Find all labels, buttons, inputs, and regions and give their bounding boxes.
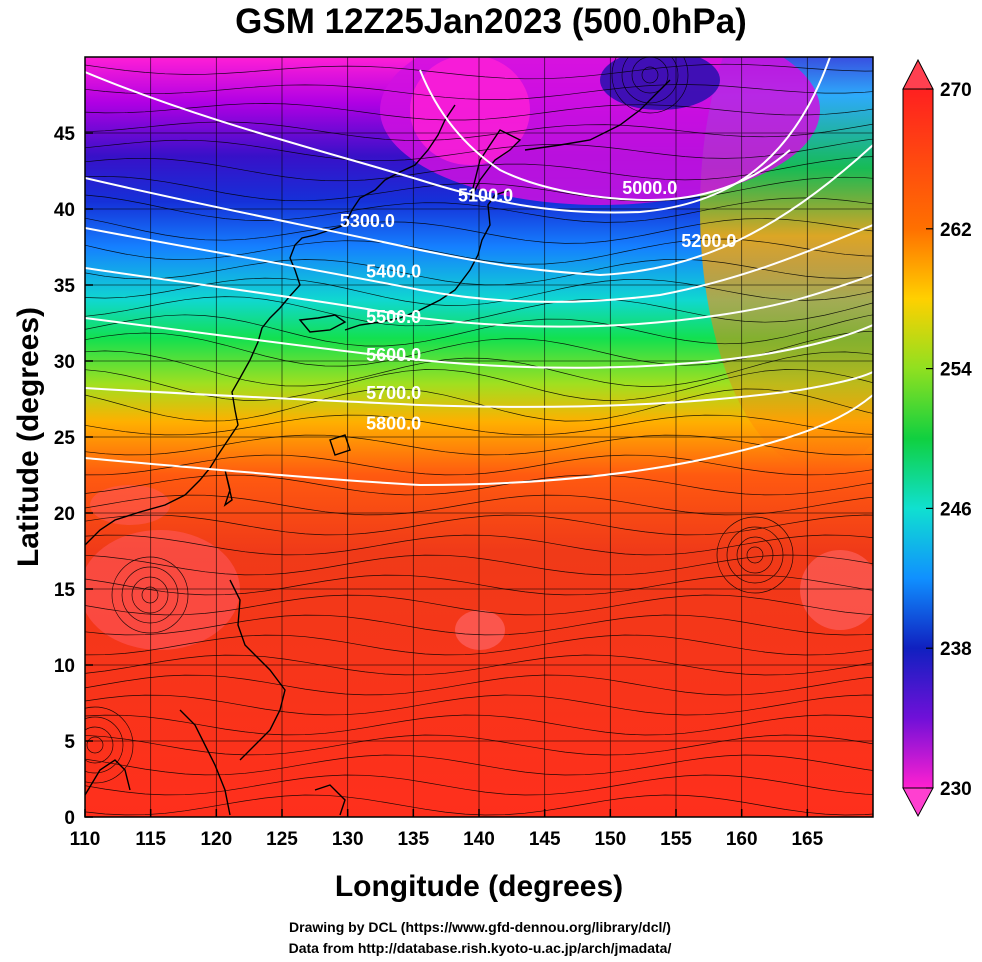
colorbar-tick-label: 246 [940,499,972,520]
vortex-streamline [111,556,189,634]
colorbar: 270 262 254 246 238 230 [902,58,972,818]
streamline [85,714,873,736]
colorbar-tick-label: 262 [940,220,972,241]
streamline [85,554,873,576]
vortex-streamline [746,546,764,564]
vortex-streamline [85,706,134,784]
height-contours [85,57,873,487]
vortex-streamline [641,66,659,84]
y-tick-label: 0 [64,808,75,829]
chart-title: GSM 12Z25Jan2023 (500.0hPa) [235,2,747,41]
streamline [85,474,873,496]
vortex-streamline [85,716,124,774]
streamline [85,314,873,347]
y-tick-label: 35 [54,276,76,297]
contour-label: 5300.0 [340,211,395,231]
vortex-streamline [86,736,104,754]
streamline [85,84,873,100]
streamline [85,121,873,141]
streamline [85,296,873,327]
y-tick-label: 20 [54,504,75,525]
x-tick-label: 155 [660,829,692,850]
streamline [85,175,873,202]
streamline [85,350,873,387]
contour-label: 5200.0 [681,231,736,251]
temperature-field: 5000.0 5100.0 5200.0 5300.0 5400.0 5500.0 5600… [85,57,873,817]
x-tick-label: 165 [791,829,823,850]
vortex-streamline [631,57,669,94]
streamline [85,103,873,121]
x-tick-label: 120 [200,829,232,850]
y-tick-label: 45 [54,124,76,145]
vortex-streamline [611,57,689,114]
contour-label: 5000.0 [622,178,677,198]
streamline [85,414,873,436]
streamline [85,277,873,306]
streamline [85,369,873,401]
streamline [85,654,873,676]
vortex-streamline [85,726,114,764]
y-axis-label: Latitude (degrees) [12,307,45,567]
contour-label: 5100.0 [458,185,513,205]
streamline [85,674,873,696]
x-tick-label: 145 [529,829,561,850]
credit-drawing: Drawing by DCL (https://www.gfd-dennou.o… [289,919,671,935]
colorbar-upper-arrow [902,58,934,90]
vortex-streamline [716,516,794,594]
vortex-streamline [736,536,774,574]
x-axis-label: Longitude (degrees) [335,870,623,903]
streamline [85,774,873,796]
vortex-streamline [621,57,679,104]
streamline [85,594,873,616]
x-tick-label: 125 [266,829,298,850]
streamline [85,634,873,656]
colorbar-tick-label: 238 [940,639,972,660]
x-tick-label: 135 [397,829,429,850]
streamline [85,454,873,476]
vortex-streamline [726,526,784,584]
y-tick-label: 5 [64,732,75,753]
colorbar-tick-label: 254 [940,360,972,381]
y-tick-label: 10 [54,656,75,677]
streamline [85,694,873,716]
y-tick-label: 30 [54,352,75,373]
streamline [85,238,873,265]
contour-label: 5600.0 [366,345,421,365]
x-tick-label: 115 [135,829,166,850]
streamline [85,494,873,516]
contour-label: 5400.0 [366,261,421,281]
x-tick-label: 150 [594,829,626,850]
contour-label: 5500.0 [366,307,421,327]
streamline [85,534,873,556]
streamline [85,194,873,223]
streamline [85,574,873,596]
y-tick-label: 15 [54,580,76,601]
y-tick-label: 25 [54,428,76,449]
vortex-streamline [131,576,169,614]
x-tick-label: 160 [726,829,758,850]
x-tick-label: 110 [70,829,101,850]
vortex-streamline [121,566,179,624]
coastlines [85,79,671,816]
credit-data: Data from http://database.rish.kyoto-u.a… [288,940,672,956]
y-tick-label: 40 [54,200,75,221]
streamline [85,63,873,80]
colorbar-tick-label: 270 [940,80,972,101]
streamline [85,614,873,636]
contour-label: 5800.0 [366,413,421,433]
x-tick-label: 140 [463,829,495,850]
x-tick-label: 130 [332,829,364,850]
streamline [85,514,873,536]
streamline [85,794,873,816]
streamline [85,434,873,456]
colorbar-tick-label: 230 [940,779,972,800]
contour-label: 5700.0 [366,383,421,403]
colorbar-lower-arrow [902,787,934,818]
streamline [85,138,873,162]
vortex-streamline [141,586,159,604]
streamline [85,734,873,756]
